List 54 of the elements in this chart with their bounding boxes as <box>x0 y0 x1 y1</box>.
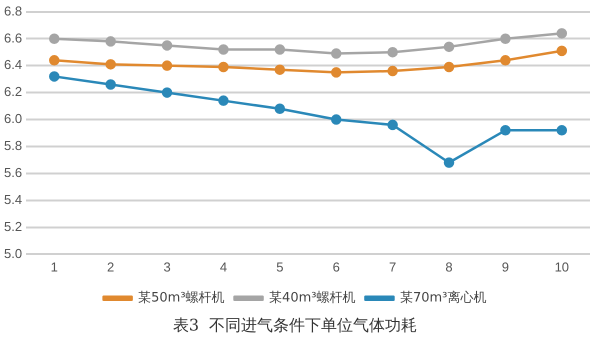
point <box>274 44 286 55</box>
y-tick-label: 6.0 <box>4 111 22 126</box>
y-tick-label: 5.0 <box>4 246 22 261</box>
point <box>162 40 172 51</box>
x-tick-label: 9 <box>502 260 510 275</box>
point <box>274 64 286 75</box>
x-tick-label: 3 <box>163 260 171 275</box>
y-tick-label: 6.8 <box>4 3 22 18</box>
point <box>162 87 172 98</box>
point <box>162 60 172 71</box>
point <box>556 28 568 39</box>
point <box>444 62 454 72</box>
point <box>105 59 116 70</box>
point <box>105 79 116 90</box>
y-tick-label: 6.6 <box>4 30 22 46</box>
point <box>49 55 60 66</box>
y-tick-label: 6.2 <box>4 84 22 100</box>
point <box>330 114 342 125</box>
x-tick-label: 2 <box>107 260 114 275</box>
text: 表3 不同进气条件下单位气体功耗 <box>172 316 418 335</box>
x-tick-label: 4 <box>220 260 228 275</box>
point <box>330 67 342 78</box>
x-tick-label: 10 <box>554 260 570 275</box>
y-tick-label: 5.4 <box>4 192 22 207</box>
x-tick-label: 1 <box>50 260 58 275</box>
legend-label: 某70m³离心机 <box>400 290 486 306</box>
y-tick-label: 5.8 <box>4 138 22 154</box>
point <box>444 42 454 52</box>
point <box>274 104 286 114</box>
point <box>444 157 454 168</box>
point <box>387 46 398 58</box>
point <box>500 125 511 136</box>
x-tick-label: 6 <box>332 260 340 275</box>
point <box>330 48 342 59</box>
y-tick-label: 5.2 <box>4 218 22 234</box>
legend-label: 某40m³螺杆机 <box>269 290 356 306</box>
point <box>105 36 116 47</box>
x-tick-label: 8 <box>445 260 453 275</box>
point <box>556 125 568 136</box>
point <box>218 62 229 72</box>
point <box>218 44 229 55</box>
y-tick-label: 6.4 <box>4 57 22 72</box>
legend-label: 某50m³螺杆机 <box>138 290 225 306</box>
point <box>500 55 511 66</box>
point <box>218 95 229 106</box>
point <box>500 33 511 44</box>
x-tick-label: 5 <box>276 260 284 275</box>
x-tick-label: 7 <box>389 260 396 275</box>
y-tick-label: 5.6 <box>4 164 22 180</box>
point <box>49 33 60 44</box>
point <box>387 120 398 130</box>
point <box>49 71 60 82</box>
point <box>387 66 398 76</box>
point <box>556 46 568 56</box>
